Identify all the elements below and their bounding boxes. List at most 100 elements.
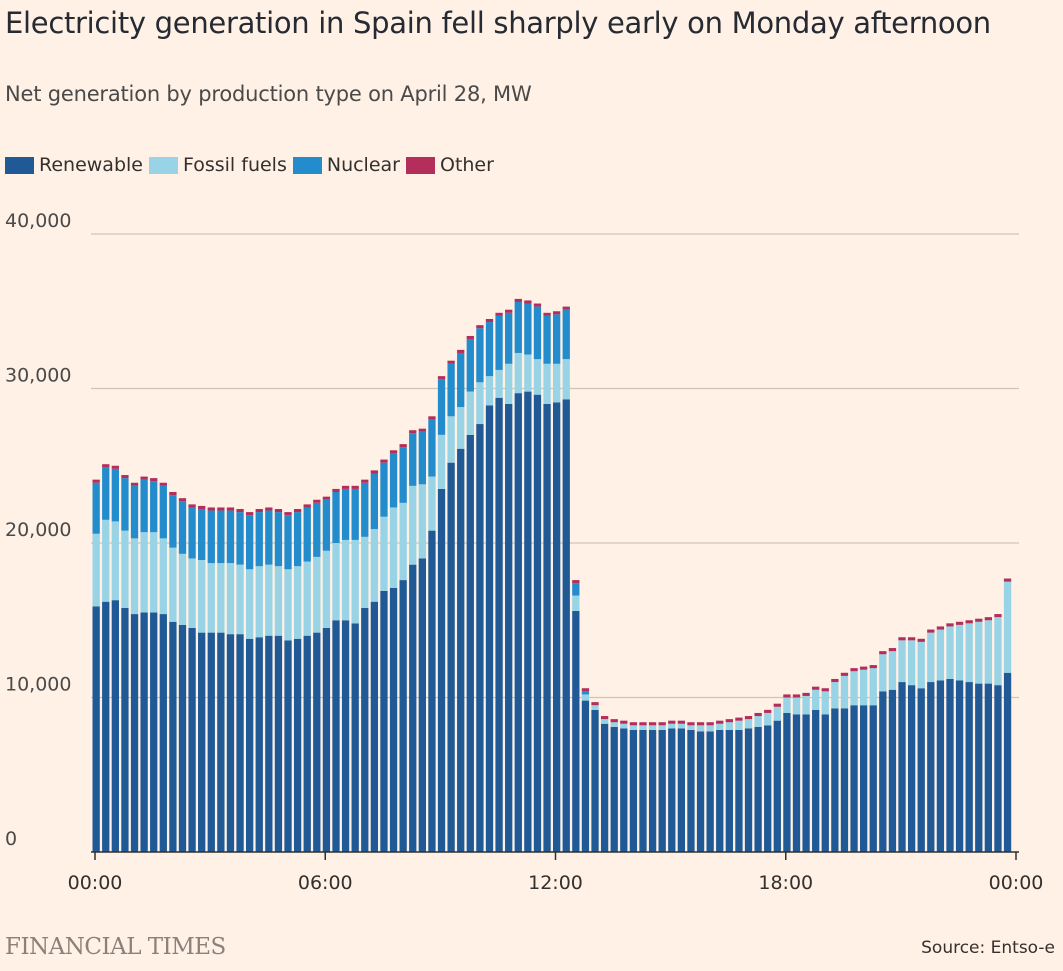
bar-group (361, 479, 369, 852)
bar-nuclear (447, 363, 455, 417)
bar-other (524, 300, 532, 304)
bar-renewable (1003, 672, 1012, 852)
bar-renewable (783, 712, 791, 852)
bar-other (783, 694, 791, 698)
bar-renewable (562, 399, 570, 852)
bar-renewable (946, 678, 954, 852)
bar-renewable (284, 640, 292, 852)
bar-group (860, 666, 868, 852)
bar-renewable (821, 714, 829, 852)
bar-group (562, 306, 570, 852)
bar-other (754, 712, 762, 717)
bar-fossil-fuels (140, 532, 148, 613)
bar-fossil-fuels (284, 569, 292, 641)
bar-nuclear (543, 315, 551, 364)
bar-other (907, 637, 916, 641)
bar-group (984, 617, 993, 852)
bar-group (418, 428, 426, 852)
bar-other (533, 303, 542, 307)
bar-group (907, 637, 916, 852)
bar-fossil-fuels (955, 624, 964, 681)
bar-other (927, 629, 935, 633)
bar-nuclear (370, 473, 379, 530)
bar-other (399, 444, 407, 448)
bar-nuclear (188, 507, 196, 559)
bar-group (428, 416, 436, 852)
legend-item-nuclear: Nuclear (292, 154, 400, 176)
bar-group (130, 482, 139, 852)
bar-renewable (102, 601, 110, 852)
bar-other (293, 509, 302, 513)
bar-group (150, 478, 158, 852)
bar-group (850, 668, 858, 852)
bar-nuclear (207, 510, 215, 564)
bar-fossil-fuels (217, 563, 225, 633)
bar-nuclear (322, 499, 331, 551)
bar-renewable (380, 590, 388, 852)
bar-group (495, 312, 503, 852)
bar-renewable (476, 424, 484, 852)
bar-fossil-fuels (620, 723, 628, 729)
bar-other (792, 694, 801, 698)
bar-renewable (130, 614, 139, 852)
bar-nuclear (217, 510, 225, 564)
bar-renewable (898, 682, 906, 852)
bar-group (399, 444, 407, 852)
x-tick-label: 06:00 (298, 872, 353, 894)
bar-group (927, 629, 935, 852)
x-tick-label: 18:00 (758, 872, 813, 894)
bar-renewable (341, 620, 350, 852)
bar-fossil-fuels (946, 626, 954, 679)
bar-renewable (524, 391, 532, 852)
bar-nuclear (332, 492, 340, 543)
bar-other (389, 450, 398, 454)
bar-fossil-fuels (850, 671, 858, 706)
bar-fossil-fuels (370, 529, 379, 602)
bar-fossil-fuels (226, 563, 235, 635)
bar-renewable (706, 731, 714, 852)
bar-group (917, 638, 925, 852)
bar-renewable (226, 634, 235, 852)
bar-renewable (178, 624, 187, 852)
bar-nuclear (418, 431, 426, 485)
bar-fossil-fuels (169, 547, 177, 622)
bar-other (198, 505, 206, 510)
bar-renewable (888, 689, 897, 852)
bar-group (610, 719, 618, 852)
bar-fossil-fuels (802, 695, 810, 715)
bar-renewable (735, 729, 743, 852)
bar-group (1003, 578, 1012, 852)
bar-renewable (975, 683, 983, 852)
bar-nuclear (236, 512, 244, 565)
bar-other (553, 311, 561, 315)
bar-fossil-fuels (121, 530, 129, 608)
bar-renewable (869, 705, 877, 852)
bar-group (332, 488, 340, 852)
bar-renewable (907, 685, 916, 852)
chart-subtitle: Net generation by production type on Apr… (5, 82, 532, 106)
bar-other (764, 709, 772, 713)
bar-other (130, 482, 139, 486)
bar-other (140, 476, 148, 480)
bar-group (591, 702, 599, 852)
bar-renewable (322, 627, 331, 852)
bar-other (888, 648, 897, 652)
bar-group (946, 623, 954, 852)
bar-fossil-fuels (514, 352, 522, 394)
legend-swatch-renewable (5, 156, 34, 174)
bar-group (706, 722, 714, 852)
bar-renewable (984, 683, 993, 852)
bar-fossil-fuels (888, 651, 897, 690)
legend-label-fossil-fuels: Fossil fuels (182, 154, 287, 176)
legend-swatch-other (405, 156, 435, 174)
bar-group (485, 318, 494, 852)
bar-fossil-fuels (687, 725, 695, 730)
bar-renewable (428, 530, 436, 852)
bar-group (246, 512, 254, 852)
bar-group (629, 722, 638, 852)
bar-fossil-fuels (303, 561, 311, 636)
bar-other (840, 672, 849, 676)
bar-group (831, 678, 839, 852)
bar-other (744, 716, 753, 720)
bar-fossil-fuels (907, 640, 916, 686)
